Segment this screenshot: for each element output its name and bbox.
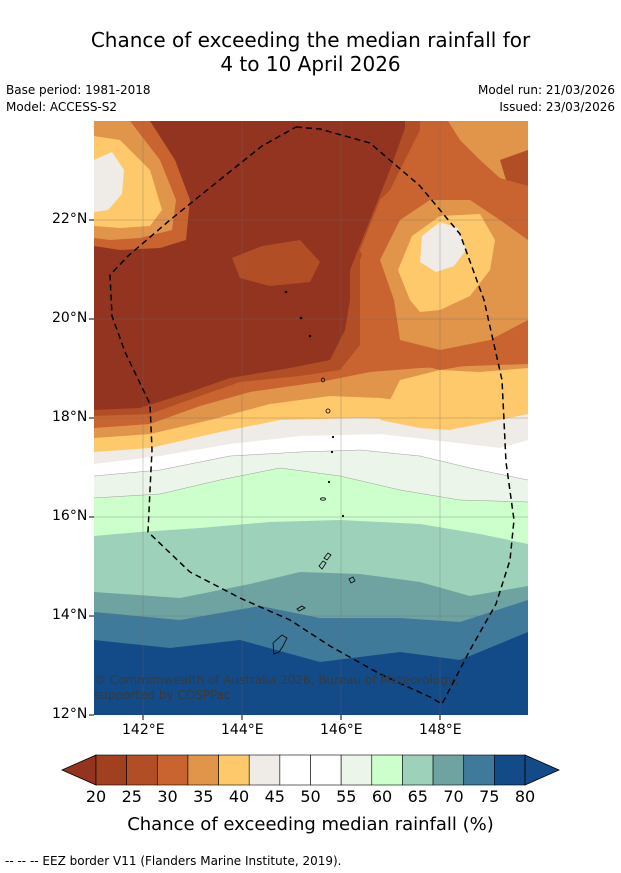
contour-line xyxy=(94,467,528,503)
model-run: Model run: 21/03/2026 xyxy=(477,83,615,97)
colorbar-segment xyxy=(340,754,373,786)
patch-20-central xyxy=(232,240,320,286)
lat-label-20n: 20°N xyxy=(52,310,88,326)
copyright-notice: © Commonwealth of Australia 2026, Bureau… xyxy=(94,673,459,702)
colorbar-tick-label: 40 xyxy=(228,787,250,806)
patch-20-ne-corner xyxy=(500,150,528,186)
colorbar-tick-label: 35 xyxy=(193,787,214,806)
colorbar-tick-label: 55 xyxy=(336,787,357,806)
eez-border xyxy=(109,126,515,706)
axis-ticks xyxy=(89,219,441,720)
lon-label-146e: 146°E xyxy=(320,722,363,738)
lat-label-18n: 18°N xyxy=(52,409,88,425)
map-area xyxy=(94,121,528,715)
island-outlines xyxy=(272,290,356,655)
patch-40-nw xyxy=(94,152,124,212)
colorbar-segment xyxy=(310,754,342,786)
colorbar-tick-label: 30 xyxy=(157,787,178,806)
lat-label-16n: 16°N xyxy=(52,508,88,524)
colorbar-tick-label: 75 xyxy=(479,787,500,806)
colorbar-segment xyxy=(402,754,434,786)
colorbar xyxy=(61,754,560,786)
lon-label-142e: 142°E xyxy=(122,722,165,738)
lon-label-148e: 148°E xyxy=(419,722,462,738)
map-title-line2: 4 to 10 April 2026 xyxy=(220,52,401,76)
colorbar-tick-label: 20 xyxy=(85,787,107,806)
colorbar-segment xyxy=(432,754,465,786)
model-name: Model: ACCESS-S2 xyxy=(6,100,118,114)
colorbar-tick-label: 45 xyxy=(264,787,285,806)
patch-40-ne xyxy=(420,222,466,272)
colorbar-tick-label: 80 xyxy=(514,787,536,806)
colorbar-segment xyxy=(371,754,403,786)
lat-label-12n: 12°N xyxy=(52,706,88,722)
lat-label-22n: 22°N xyxy=(52,211,88,227)
issued-date: Issued: 23/03/2026 xyxy=(499,100,615,114)
eez-footnote: -- -- -- EEZ border V11 (Flanders Marine… xyxy=(5,854,342,868)
colorbar-segment xyxy=(463,754,495,786)
colorbar-label: Chance of exceeding median rainfall (%) xyxy=(127,814,494,835)
colorbar-segment xyxy=(126,754,158,786)
map-title-line1: Chance of exceeding the median rainfall … xyxy=(90,28,531,52)
colorbar-segment xyxy=(279,754,311,786)
colorbar-under-arrow xyxy=(61,754,97,786)
colorbar-tick-label: 65 xyxy=(407,787,428,806)
colorbar-tick-label: 50 xyxy=(300,787,321,806)
contour-line xyxy=(94,449,528,481)
colorbar-segment xyxy=(156,754,189,786)
patch-65-west xyxy=(94,538,126,570)
colorbar-segment xyxy=(187,754,219,786)
lat-label-14n: 14°N xyxy=(52,607,88,623)
patch-35-east xyxy=(380,368,528,430)
colorbar-segment xyxy=(95,754,127,786)
lon-label-144e: 144°E xyxy=(221,722,264,738)
colorbar-segment xyxy=(218,754,250,786)
colorbar-over-arrow xyxy=(524,754,560,786)
colorbar-tick-label: 60 xyxy=(371,787,393,806)
colorbar-tick-label: 70 xyxy=(443,787,464,806)
colorbar-segment xyxy=(248,754,281,786)
colorbar-segment xyxy=(494,754,526,786)
base-period: Base period: 1981-2018 xyxy=(6,83,151,97)
gridlines xyxy=(94,121,528,715)
colorbar-tick-label: 25 xyxy=(121,787,142,806)
